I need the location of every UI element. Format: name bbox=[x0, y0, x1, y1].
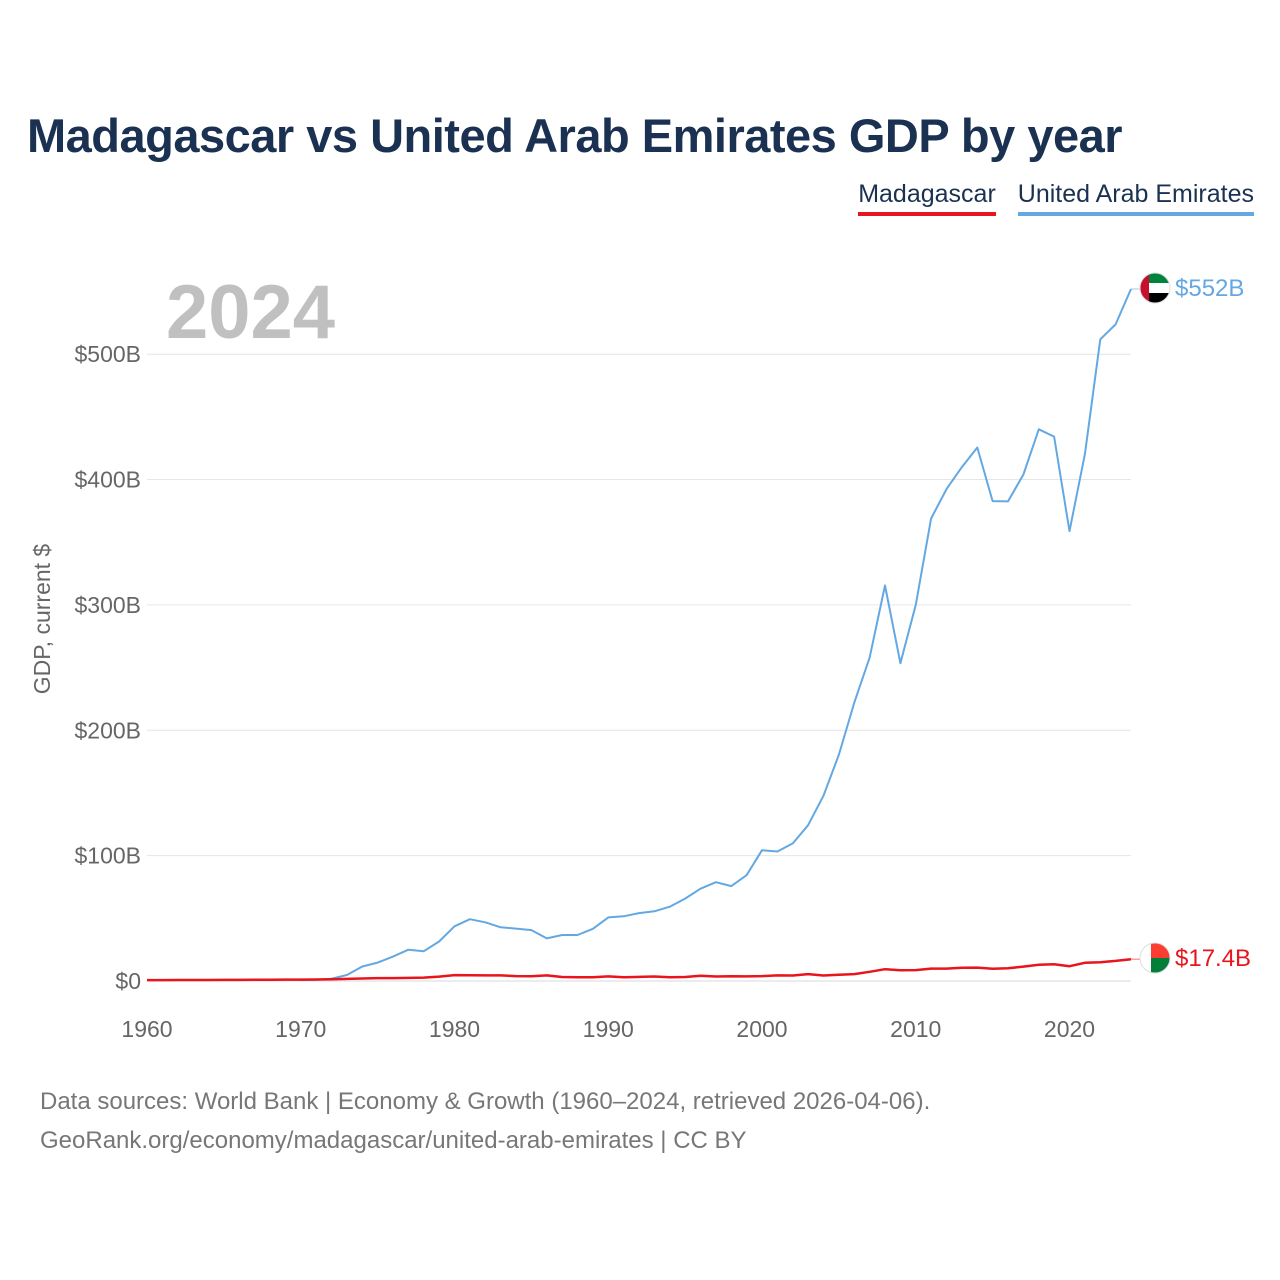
y-tick-label: $500B bbox=[74, 341, 141, 367]
series-lines bbox=[147, 288, 1140, 982]
source-notes: Data sources: World Bank | Economy & Gro… bbox=[40, 1082, 930, 1160]
x-tick-label: 1990 bbox=[583, 1016, 634, 1042]
y-axis-ticks: $0 $100B $200B $300B $400B $500B bbox=[74, 341, 141, 994]
y-tick-label: $200B bbox=[74, 717, 141, 743]
x-tick-label: 2020 bbox=[1044, 1016, 1095, 1042]
x-tick-label: 2010 bbox=[890, 1016, 941, 1042]
y-tick-label: $300B bbox=[74, 592, 141, 618]
y-tick-label: $0 bbox=[115, 968, 141, 994]
y-axis-label: GDP, current $ bbox=[29, 544, 55, 695]
madagascar-flag-icon bbox=[1139, 942, 1171, 974]
x-tick-label: 1960 bbox=[121, 1016, 172, 1042]
uae-flag-icon bbox=[1139, 272, 1171, 304]
source-line-1: Data sources: World Bank | Economy & Gro… bbox=[40, 1088, 931, 1115]
x-tick-label: 1970 bbox=[275, 1016, 326, 1042]
x-axis-ticks: 1960 1970 1980 1990 2000 2010 2020 bbox=[121, 1016, 1095, 1042]
gridlines bbox=[147, 353, 1131, 982]
legend-item-madagascar[interactable]: Madagascar bbox=[858, 180, 996, 216]
y-tick-label: $400B bbox=[74, 467, 141, 493]
madagascar-end-value-label: $17.4B bbox=[1175, 945, 1251, 972]
x-tick-label: 2000 bbox=[736, 1016, 787, 1042]
x-tick-label: 1980 bbox=[429, 1016, 480, 1042]
y-tick-label: $100B bbox=[74, 843, 141, 869]
legend: Madagascar United Arab Emirates bbox=[858, 180, 1254, 216]
source-line-2[interactable]: GeoRank.org/economy/madagascar/united-ar… bbox=[40, 1127, 747, 1154]
legend-item-united-arab-emirates[interactable]: United Arab Emirates bbox=[1017, 180, 1254, 216]
series-line-madagascar[interactable] bbox=[147, 957, 1132, 982]
series-line-united-arab-emirates[interactable] bbox=[300, 288, 1132, 981]
uae-end-value-label: $552B bbox=[1175, 275, 1244, 302]
chart-title: Madagascar vs United Arab Emirates GDP b… bbox=[27, 109, 1123, 162]
current-year-label: 2024 bbox=[166, 270, 335, 355]
